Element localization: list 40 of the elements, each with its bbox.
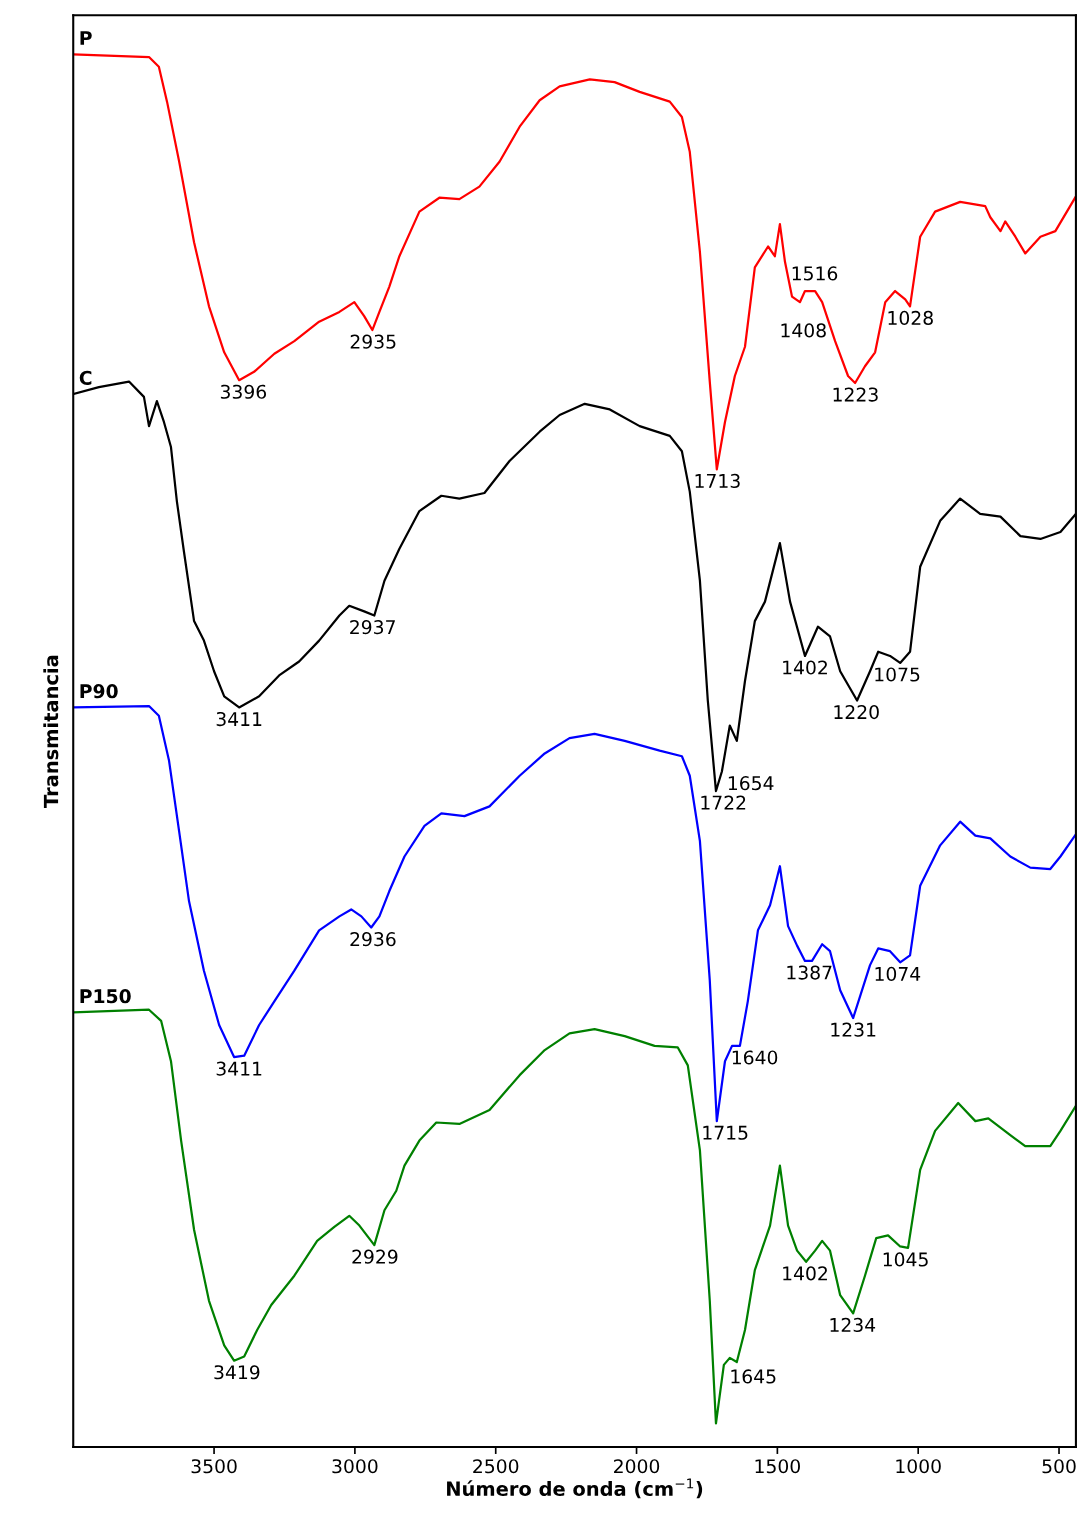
x-tick-label: 3500 [191,1459,237,1474]
annotation: 1220 [834,705,879,720]
series-label: P [80,31,92,45]
annotation: 3419 [214,1365,260,1380]
annotation: 1654 [728,776,774,791]
annotation: 1408 [781,323,826,338]
annotation: 1645 [731,1369,776,1384]
annotation: 2936 [350,932,396,947]
x-tick-label: 500 [1042,1459,1076,1474]
annotation: 3411 [216,1061,262,1076]
annotation: 2935 [350,334,396,349]
annotation: 3396 [220,384,267,399]
annotation: 1722 [701,795,746,810]
annotation: 1402 [783,660,827,675]
x-axis-title: Número de onda (cm$^{−1}$) [447,1478,703,1499]
annotation: 1074 [875,966,921,982]
annotation: 1715 [703,1125,748,1140]
x-tick-label: 2000 [614,1459,660,1474]
y-axis-title: Transmitancia [43,655,59,808]
annotation: 1713 [695,473,740,488]
annotation: 1640 [732,1050,778,1065]
annotation: 1234 [830,1317,876,1332]
annotation: 1075 [875,667,920,682]
series-label: P90 [80,684,118,699]
annotation: 1045 [883,1252,928,1267]
series-label: C [79,370,92,385]
annotation: 1223 [833,387,878,402]
x-tick-label: 1500 [755,1459,800,1474]
annotation: 1387 [787,965,832,980]
annotation: 1402 [783,1266,827,1281]
annotation: 3411 [216,711,262,727]
annotation: 2937 [350,620,395,635]
annotation: 1028 [888,310,933,326]
annotation: 2929 [352,1249,398,1264]
series-label: P150 [80,989,131,1004]
x-tick-label: 3000 [332,1459,378,1474]
annotation: 1516 [792,266,838,281]
annotation: 1231 [831,1022,876,1037]
x-tick-label: 1000 [896,1459,941,1474]
x-tick-label: 2500 [473,1459,519,1474]
